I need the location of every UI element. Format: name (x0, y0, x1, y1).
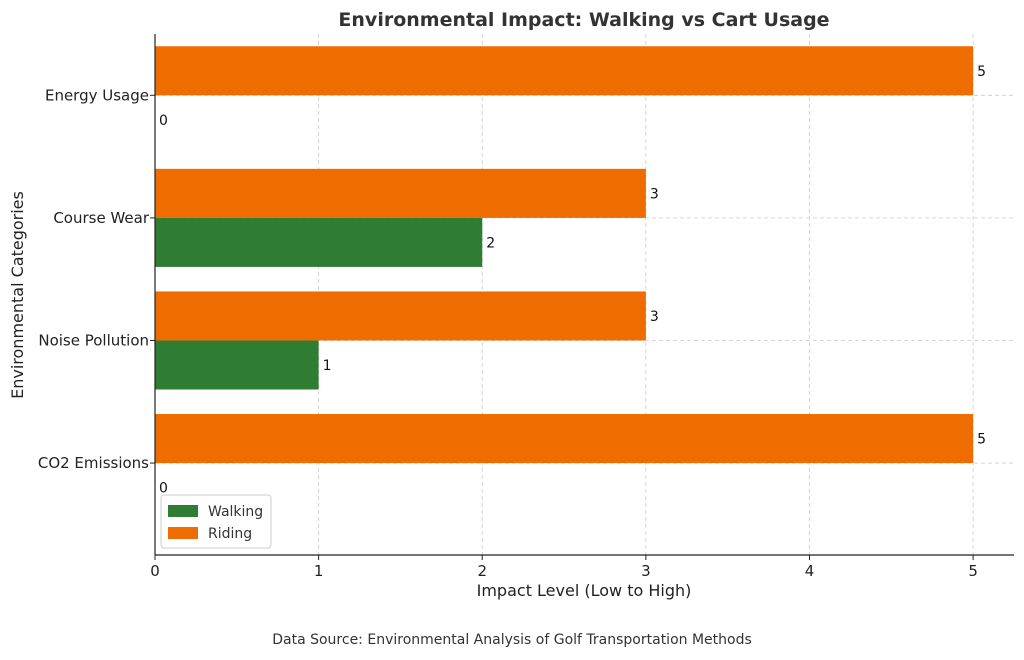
x-axis-label: Impact Level (Low to High) (477, 581, 692, 600)
legend: Walking Riding (160, 494, 272, 549)
legend-swatch-walking (168, 505, 198, 517)
x-tick-label: 5 (968, 562, 978, 580)
legend-label-riding: Riding (208, 526, 252, 542)
legend-swatch-riding (168, 527, 198, 539)
x-tick-label: 3 (641, 562, 651, 580)
data-labels: 0 5 1 3 2 3 0 5 (159, 64, 986, 497)
data-source-note: Data Source: Environmental Analysis of G… (272, 632, 752, 648)
data-label: 0 (159, 481, 168, 497)
y-axis-label: Environmental Categories (8, 191, 27, 399)
y-tick-label: CO2 Emissions (38, 454, 149, 472)
x-tick-label: 4 (805, 562, 815, 580)
bar-walking (155, 340, 319, 390)
x-tick-label: 1 (314, 562, 324, 580)
y-tick-label: Energy Usage (45, 86, 149, 104)
data-label: 3 (650, 186, 659, 202)
y-axis-ticks: CO2 Emissions Noise Pollution Course Wear E… (38, 86, 155, 472)
chart-title: Environmental Impact: Walking vs Cart Us… (338, 9, 829, 31)
x-tick-label: 2 (477, 562, 487, 580)
data-label: 0 (159, 113, 168, 129)
y-tick-label: Course Wear (53, 209, 150, 227)
bar-riding (155, 46, 974, 96)
data-label: 1 (323, 358, 332, 374)
data-label: 2 (486, 235, 495, 251)
bar-riding (155, 291, 646, 341)
y-tick-label: Noise Pollution (38, 331, 149, 349)
x-tick-label: 0 (150, 562, 160, 580)
data-label: 5 (977, 432, 986, 448)
data-label: 5 (977, 64, 986, 80)
bar-riding (155, 168, 646, 218)
bars (155, 46, 974, 464)
data-label: 3 (650, 309, 659, 325)
bar-riding (155, 414, 974, 464)
bar-walking (155, 217, 483, 267)
x-axis-ticks: 0 1 2 3 4 5 (150, 555, 978, 580)
legend-label-walking: Walking (208, 504, 263, 520)
